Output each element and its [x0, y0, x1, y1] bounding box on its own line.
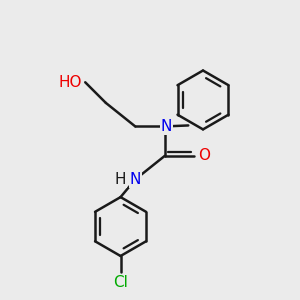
Text: O: O [199, 148, 211, 164]
Text: N: N [160, 119, 172, 134]
Text: Cl: Cl [113, 275, 128, 290]
Text: H: H [115, 172, 126, 187]
Text: N: N [130, 172, 141, 187]
Text: HO: HO [59, 75, 82, 90]
